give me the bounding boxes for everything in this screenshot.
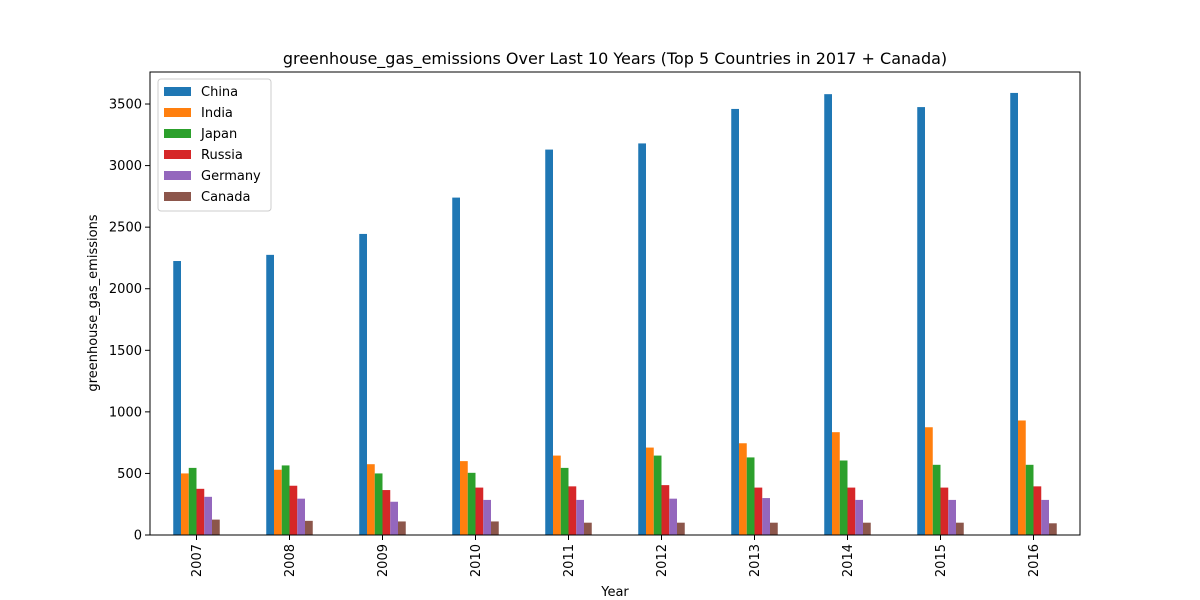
y-tick-label: 0 [134,529,142,544]
bar-russia-2009 [382,490,391,535]
bar-russia-2016 [1033,486,1042,535]
x-tick-label: 2013 [748,544,763,577]
y-tick-label: 500 [117,467,142,482]
chart-title: greenhouse_gas_emissions Over Last 10 Ye… [283,49,947,69]
bar-china-2011 [545,149,553,535]
bar-china-2007 [173,261,181,535]
y-tick-label: 3500 [109,98,142,113]
bar-germany-2010 [483,499,491,535]
bar-russia-2008 [289,485,298,535]
bar-canada-2015 [956,522,964,535]
bar-japan-2014 [839,460,848,535]
bar-russia-2011 [568,486,577,535]
y-axis-label: greenhouse_gas_emissions [86,214,101,391]
bar-germany-2007 [204,496,212,535]
bar-russia-2013 [754,487,763,535]
x-tick-label: 2009 [376,544,391,577]
bar-india-2010 [460,461,468,535]
x-axis-label: Year [600,585,629,600]
bar-japan-2008 [281,465,290,535]
x-axis: 2007 2008 2009 2010 2011 2012 2013 2014 2015 2016 [190,535,1042,577]
bar-germany-2015 [948,499,956,535]
legend-label-russia: Russia [201,148,243,163]
x-tick-label: 2007 [190,544,205,577]
x-tick-label: 2010 [469,544,484,577]
y-tick-label: 2500 [109,221,142,236]
bar-canada-2012 [677,522,685,535]
bar-canada-2011 [584,522,592,535]
bar-russia-2015 [940,487,949,535]
x-tick-label: 2012 [655,544,670,577]
bar-japan-2015 [932,464,941,535]
bar-japan-2007 [188,467,197,535]
x-tick-label: 2011 [562,544,577,577]
bar-japan-2010 [467,472,476,535]
bar-russia-2007 [196,488,205,535]
legend-label-canada: Canada [201,190,250,205]
bar-germany-2014 [855,499,863,535]
legend-swatch-russia [164,150,191,159]
bar-india-2012 [646,447,654,535]
plot-frame [149,71,1081,536]
bar-japan-2013 [746,457,755,535]
bar-india-2007 [181,473,189,535]
bar-germany-2016 [1041,499,1049,535]
bar-japan-2009 [374,473,383,535]
bar-canada-2010 [491,521,499,535]
bar-germany-2008 [297,498,305,535]
bar-germany-2009 [390,501,398,535]
bar-canada-2009 [398,521,406,535]
bar-india-2013 [739,443,747,535]
bar-germany-2011 [576,499,584,535]
bar-canada-2013 [770,522,778,535]
y-tick-label: 1000 [109,405,142,420]
y-tick-label: 3000 [109,159,142,174]
bar-india-2016 [1018,420,1026,535]
legend-label-china: China [201,85,238,100]
bar-china-2016 [1010,92,1018,536]
bar-russia-2012 [661,485,670,535]
legend-swatch-canada [164,192,191,201]
x-tick-label: 2016 [1027,544,1042,577]
bar-china-2009 [359,233,367,535]
bar-japan-2011 [560,467,569,535]
legend-label-germany: Germany [201,169,261,184]
bar-canada-2007 [212,519,220,535]
bar-china-2014 [824,94,832,535]
x-tick-label: 2015 [934,544,949,577]
bar-canada-2008 [305,520,313,535]
legend-swatch-china [164,87,191,96]
bar-china-2010 [452,197,460,535]
bar-india-2009 [367,464,375,535]
y-tick-label: 1500 [109,344,142,359]
legend-label-india: India [201,106,233,121]
legend: China India Japan Russia Germany Canada [157,78,272,212]
bar-germany-2013 [762,498,770,535]
bar-india-2011 [553,455,561,535]
x-tick-label: 2014 [841,544,856,577]
bar-russia-2010 [475,487,484,535]
bar-china-2013 [731,108,739,535]
bar-germany-2012 [669,498,677,535]
legend-swatch-india [164,108,191,117]
bar-canada-2014 [863,522,871,535]
bar-china-2015 [917,107,925,535]
bar-japan-2012 [653,455,662,535]
y-axis: 0 500 1000 1500 2000 2500 3000 3500 [109,98,150,544]
bar-russia-2014 [847,487,856,535]
bar-china-2008 [266,254,274,536]
y-tick-label: 2000 [109,282,142,297]
bar-canada-2016 [1049,523,1057,535]
bar-india-2014 [832,432,840,535]
bar-china-2012 [638,143,646,536]
legend-label-japan: Japan [200,127,237,142]
bar-japan-2016 [1025,464,1034,535]
bar-india-2008 [274,469,282,535]
bars-group [173,92,1057,536]
bar-india-2015 [925,427,933,535]
legend-swatch-germany [164,171,191,180]
x-tick-label: 2008 [283,544,298,577]
legend-swatch-japan [164,129,191,138]
